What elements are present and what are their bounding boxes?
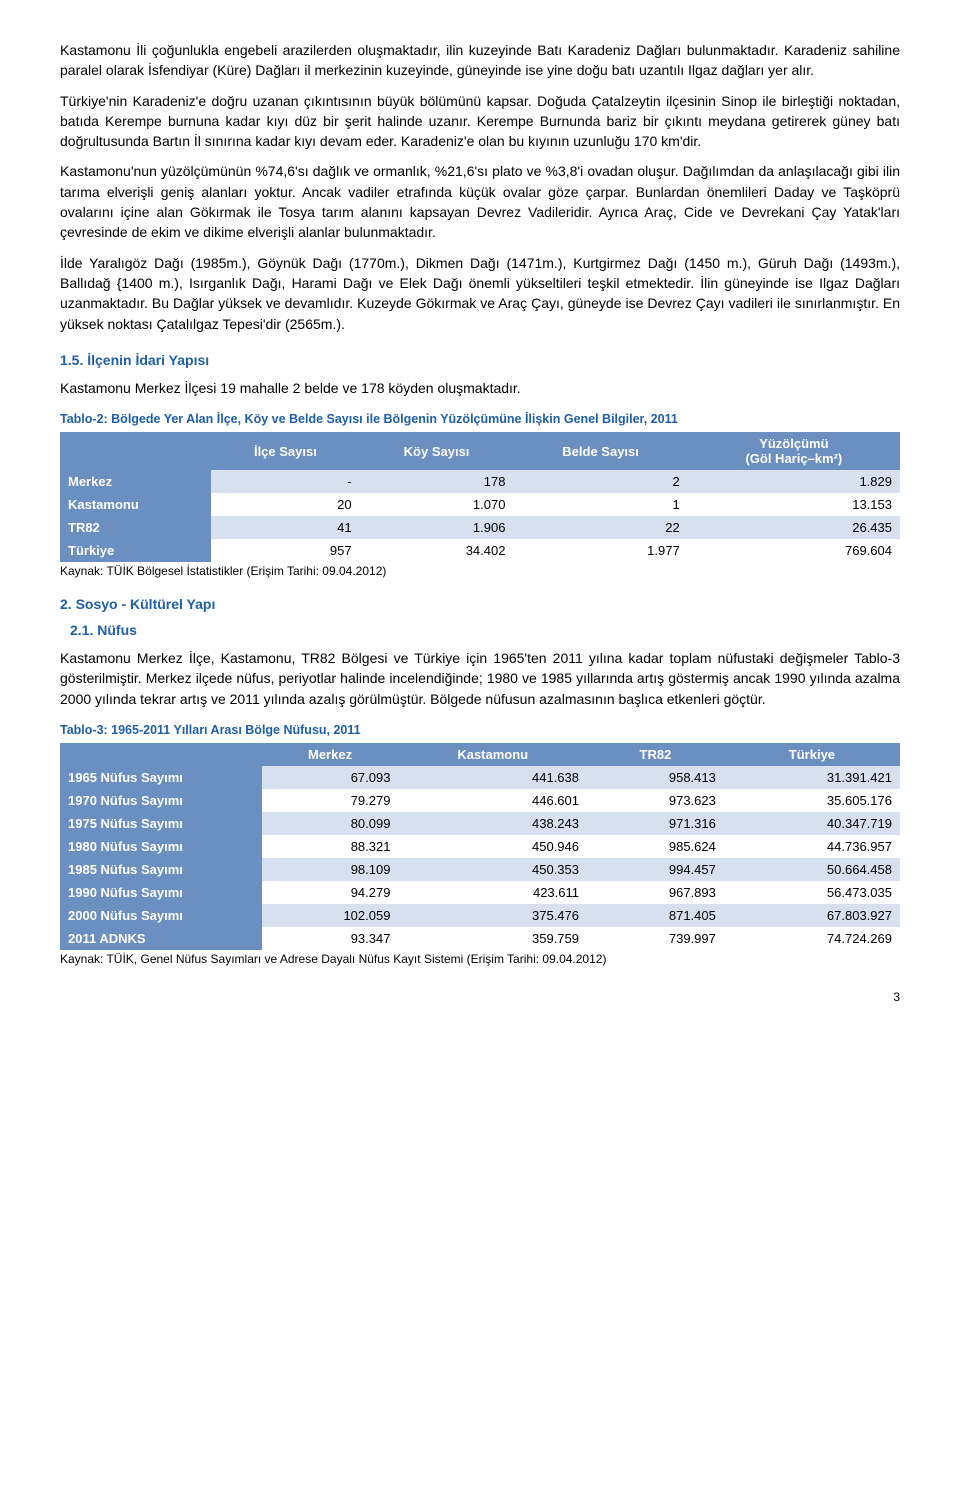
table-3-cell: 446.601	[398, 789, 587, 812]
table-2-cell: 1.829	[688, 470, 900, 493]
table-2-source: Kaynak: TÜİK Bölgesel İstatistikler (Eri…	[60, 564, 900, 578]
page-number: 3	[60, 990, 900, 1004]
table-3-row-label: 2000 Nüfus Sayımı	[60, 904, 262, 927]
body-paragraph: Kastamonu İli çoğunlukla engebeli arazil…	[60, 40, 900, 81]
table-2-cell: 1.070	[360, 493, 514, 516]
table-3-row-label: 1975 Nüfus Sayımı	[60, 812, 262, 835]
table-2-row-label: TR82	[60, 516, 211, 539]
table-3-cell: 102.059	[262, 904, 399, 927]
table-3-cell: 50.664.458	[724, 858, 900, 881]
table-3-cell: 871.405	[587, 904, 724, 927]
table-3-header: Merkez	[262, 743, 399, 766]
table-3-cell: 35.605.176	[724, 789, 900, 812]
table-2-cell: 26.435	[688, 516, 900, 539]
table-3-row-label: 2011 ADNKS	[60, 927, 262, 950]
body-paragraph: Kastamonu'nun yüzölçümünün %74,6'sı dağl…	[60, 161, 900, 242]
table-3-cell: 94.279	[262, 881, 399, 904]
table-3-cell: 994.457	[587, 858, 724, 881]
table-3-row-label: 1970 Nüfus Sayımı	[60, 789, 262, 812]
table-3-cell: 441.638	[398, 766, 587, 789]
table-2-cell: 2	[513, 470, 687, 493]
table-3-cell: 438.243	[398, 812, 587, 835]
table-2-cell: 22	[513, 516, 687, 539]
table-3-cell: 67.093	[262, 766, 399, 789]
table-3-cell: 985.624	[587, 835, 724, 858]
table-3-cell: 74.724.269	[724, 927, 900, 950]
section-heading-2-1: 2.1. Nüfus	[70, 622, 900, 638]
section-heading-2: 2. Sosyo - Kültürel Yapı	[60, 596, 900, 612]
table-3-cell: 67.803.927	[724, 904, 900, 927]
table-3-cell: 739.997	[587, 927, 724, 950]
table-3-row-label: 1990 Nüfus Sayımı	[60, 881, 262, 904]
table-3-row-label: 1980 Nüfus Sayımı	[60, 835, 262, 858]
table-3-cell: 88.321	[262, 835, 399, 858]
body-paragraph: Kastamonu Merkez İlçesi 19 mahalle 2 bel…	[60, 378, 900, 398]
table-3-cell: 98.109	[262, 858, 399, 881]
table-3-header: Türkiye	[724, 743, 900, 766]
table-2-cell: 1.906	[360, 516, 514, 539]
table-2: İlçe Sayısı Köy Sayısı Belde Sayısı Yüzö…	[60, 432, 900, 562]
table-3-cell: 450.353	[398, 858, 587, 881]
table-2-cell: 20	[211, 493, 359, 516]
table-2-cell: 769.604	[688, 539, 900, 562]
table-3: Merkez Kastamonu TR82 Türkiye 1965 Nüfus…	[60, 743, 900, 950]
table-3-cell: 44.736.957	[724, 835, 900, 858]
table-3-row-label: 1965 Nüfus Sayımı	[60, 766, 262, 789]
table-2-cell: -	[211, 470, 359, 493]
table-2-cell: 34.402	[360, 539, 514, 562]
section-heading-1-5: 1.5. İlçenin İdari Yapısı	[60, 352, 900, 368]
table-3-cell: 971.316	[587, 812, 724, 835]
table-3-row-label: 1985 Nüfus Sayımı	[60, 858, 262, 881]
table-3-header: TR82	[587, 743, 724, 766]
table-2-header: İlçe Sayısı	[211, 432, 359, 470]
table-2-cell: 41	[211, 516, 359, 539]
table-3-cell: 973.623	[587, 789, 724, 812]
table-3-cell: 450.946	[398, 835, 587, 858]
table-3-cell: 80.099	[262, 812, 399, 835]
body-paragraph: Kastamonu Merkez İlçe, Kastamonu, TR82 B…	[60, 648, 900, 709]
body-paragraph: İlde Yaralıgöz Dağı (1985m.), Göynük Dağ…	[60, 253, 900, 334]
table-3-cell: 93.347	[262, 927, 399, 950]
table-3-cell: 31.391.421	[724, 766, 900, 789]
table-3-cell: 359.759	[398, 927, 587, 950]
table-2-row-label: Türkiye	[60, 539, 211, 562]
table-2-header: Yüzölçümü (Göl Hariç–km²)	[688, 432, 900, 470]
table-3-cell: 375.476	[398, 904, 587, 927]
table-2-row-label: Kastamonu	[60, 493, 211, 516]
table-2-cell: 1	[513, 493, 687, 516]
table-2-header: Belde Sayısı	[513, 432, 687, 470]
table-2-cell: 957	[211, 539, 359, 562]
table-3-source: Kaynak: TÜİK, Genel Nüfus Sayımları ve A…	[60, 952, 900, 966]
table-3-header: Kastamonu	[398, 743, 587, 766]
table-3-cell: 79.279	[262, 789, 399, 812]
table-2-header: Köy Sayısı	[360, 432, 514, 470]
body-paragraph: Türkiye'nin Karadeniz'e doğru uzanan çık…	[60, 91, 900, 152]
table-2-caption: Tablo-2: Bölgede Yer Alan İlçe, Köy ve B…	[60, 412, 900, 426]
table-2-cell: 13.153	[688, 493, 900, 516]
table-2-cell: 1.977	[513, 539, 687, 562]
table-2-row-label: Merkez	[60, 470, 211, 493]
table-3-caption: Tablo-3: 1965-2011 Yılları Arası Bölge N…	[60, 723, 900, 737]
table-3-cell: 958.413	[587, 766, 724, 789]
table-3-cell: 40.347.719	[724, 812, 900, 835]
table-3-cell: 967.893	[587, 881, 724, 904]
table-2-cell: 178	[360, 470, 514, 493]
table-3-cell: 423.611	[398, 881, 587, 904]
table-3-cell: 56.473.035	[724, 881, 900, 904]
